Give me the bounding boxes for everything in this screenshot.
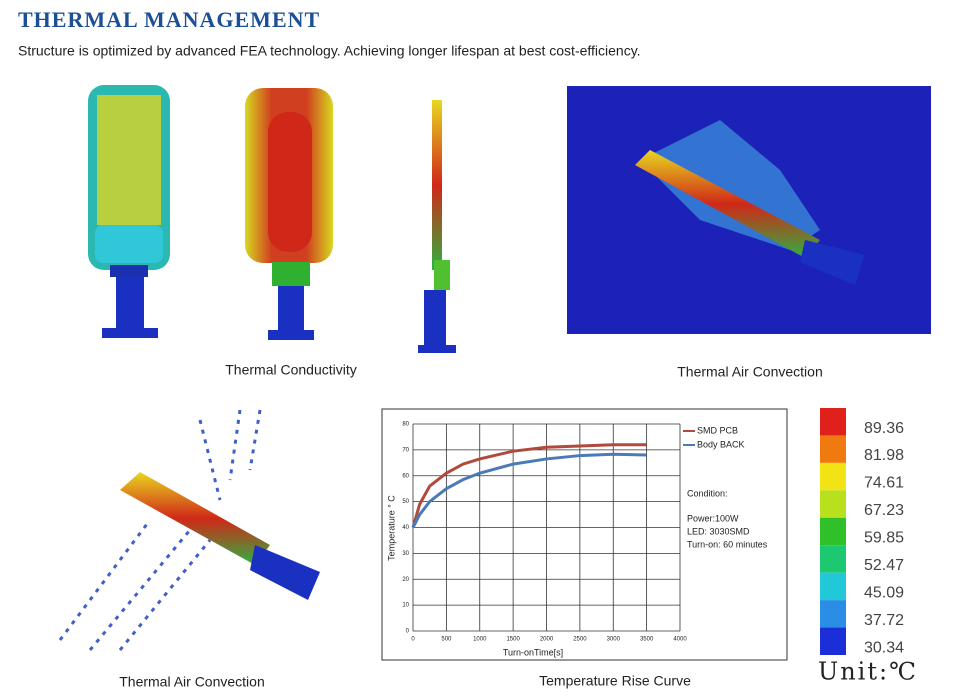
scale-swatch <box>820 408 846 436</box>
series-line <box>411 452 647 529</box>
scale-swatch <box>820 572 846 601</box>
x-tick-label: 4000 <box>673 637 687 643</box>
y-tick-label: 70 <box>402 447 409 453</box>
chart-frame <box>381 408 788 661</box>
y-tick-label: 40 <box>402 525 409 531</box>
unit: Unit:℃ <box>818 658 918 686</box>
scale-swatch <box>820 517 846 546</box>
x-tick-label: 1000 <box>473 637 487 643</box>
y-tick-label: 20 <box>402 577 409 583</box>
fea-front <box>88 85 170 338</box>
scale-swatch <box>820 462 846 491</box>
fea-air-2 <box>58 409 320 651</box>
scale-label: 52.47 <box>864 557 904 574</box>
scale-label: 59.85 <box>864 530 904 547</box>
x-tick-label: 500 <box>441 637 452 643</box>
fea-back <box>245 88 333 340</box>
x-tick-label: 3500 <box>640 637 654 643</box>
y-tick-label: 0 <box>406 629 410 635</box>
subtitle: Structure is optimized by advanced FEA t… <box>18 43 641 59</box>
scale-swatch <box>820 435 846 463</box>
scale-label: 67.23 <box>864 502 904 519</box>
annotation: LED: 3030SMD <box>687 526 750 536</box>
y-axis-label: Temperature ° C <box>386 495 396 561</box>
scale-swatch <box>820 627 846 655</box>
legend-label: Body BACK <box>697 439 745 449</box>
fea-side <box>418 100 456 353</box>
x-tick-label: 1500 <box>506 637 520 643</box>
annotation: Condition: <box>687 488 728 498</box>
scale-label: 81.98 <box>864 447 904 464</box>
x-tick-label: 2500 <box>573 637 587 643</box>
caption: Thermal Conductivity <box>225 362 357 378</box>
y-tick-label: 80 <box>402 422 409 428</box>
y-tick-label: 60 <box>402 473 409 479</box>
caption: Thermal Air Convection <box>119 674 265 690</box>
title: THERMAL MANAGEMENT <box>18 7 320 32</box>
series-line <box>411 443 647 528</box>
annotation: Turn-on: 60 minutes <box>687 539 768 549</box>
scale-swatch <box>820 600 846 628</box>
scale-swatch <box>820 545 846 573</box>
scale-swatch <box>820 490 846 518</box>
scale-label: 89.36 <box>864 420 904 437</box>
scale-label: 37.72 <box>864 612 904 629</box>
annotation: Power:100W <box>687 513 739 523</box>
x-tick-label: 2000 <box>540 637 554 643</box>
y-tick-label: 10 <box>402 603 409 609</box>
x-axis-label: Turn-onTime[s] <box>503 647 563 657</box>
scale-label: 45.09 <box>864 584 904 601</box>
caption: Temperature Rise Curve <box>539 673 691 689</box>
legend-label: SMD PCB <box>697 425 738 435</box>
fea-air-1 <box>567 86 931 334</box>
scale-label: 74.61 <box>864 475 904 492</box>
x-tick-label: 3000 <box>607 637 621 643</box>
caption: Thermal Air Convection <box>677 364 823 380</box>
scale-label: 30.34 <box>864 639 904 656</box>
x-tick-label: 0 <box>411 637 415 643</box>
y-tick-label: 50 <box>402 499 409 505</box>
y-tick-label: 30 <box>402 551 409 557</box>
